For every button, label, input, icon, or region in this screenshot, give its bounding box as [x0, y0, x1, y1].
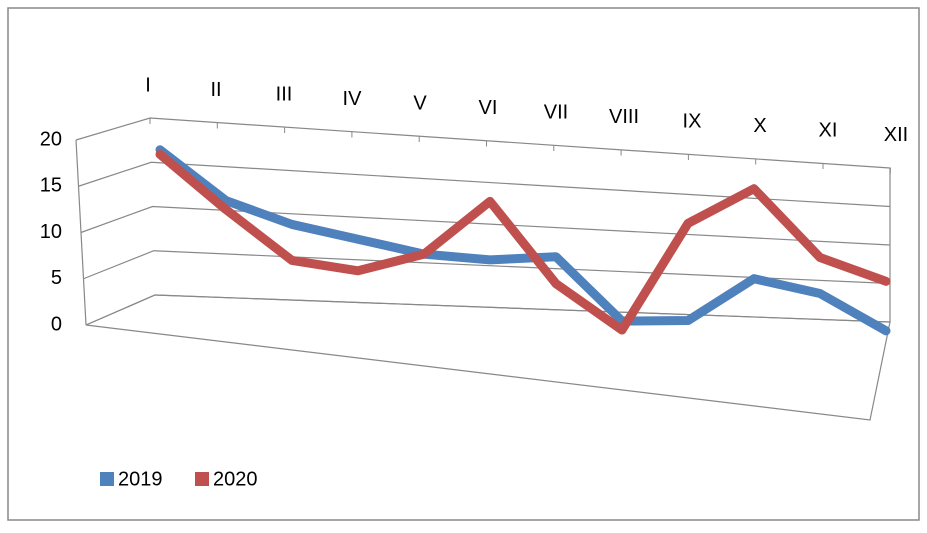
y-tick-label: 15 [40, 175, 62, 197]
y-tick-label: 20 [40, 128, 62, 150]
legend-label: 2019 [118, 468, 163, 490]
x-tick-label: VI [479, 97, 498, 119]
legend-swatch [100, 472, 114, 486]
grid-line [83, 250, 891, 285]
legend-label: 2020 [213, 468, 258, 490]
grid-line [80, 205, 891, 246]
x-tick-label: VIII [609, 106, 639, 128]
x-tick-label: VII [544, 101, 568, 123]
x-tick-label: I [145, 74, 151, 96]
grid-line [85, 294, 891, 326]
x-tick-label: X [753, 115, 766, 137]
grid-line [78, 161, 891, 208]
x-tick-label: II [210, 79, 221, 101]
y-tick-label: 0 [51, 313, 62, 335]
x-tick-label: IV [343, 88, 363, 110]
x-tick-label: IX [683, 110, 702, 132]
y-tick-label: 5 [51, 267, 62, 289]
series-line [155, 145, 891, 336]
x-tick-label: XI [819, 119, 838, 141]
legend-swatch [195, 472, 209, 486]
x-tick-label: XII [884, 124, 908, 146]
y-tick-label: 10 [40, 221, 62, 243]
x-tick-label: III [276, 83, 293, 105]
x-tick-label: V [413, 92, 427, 114]
series-line [155, 149, 891, 335]
